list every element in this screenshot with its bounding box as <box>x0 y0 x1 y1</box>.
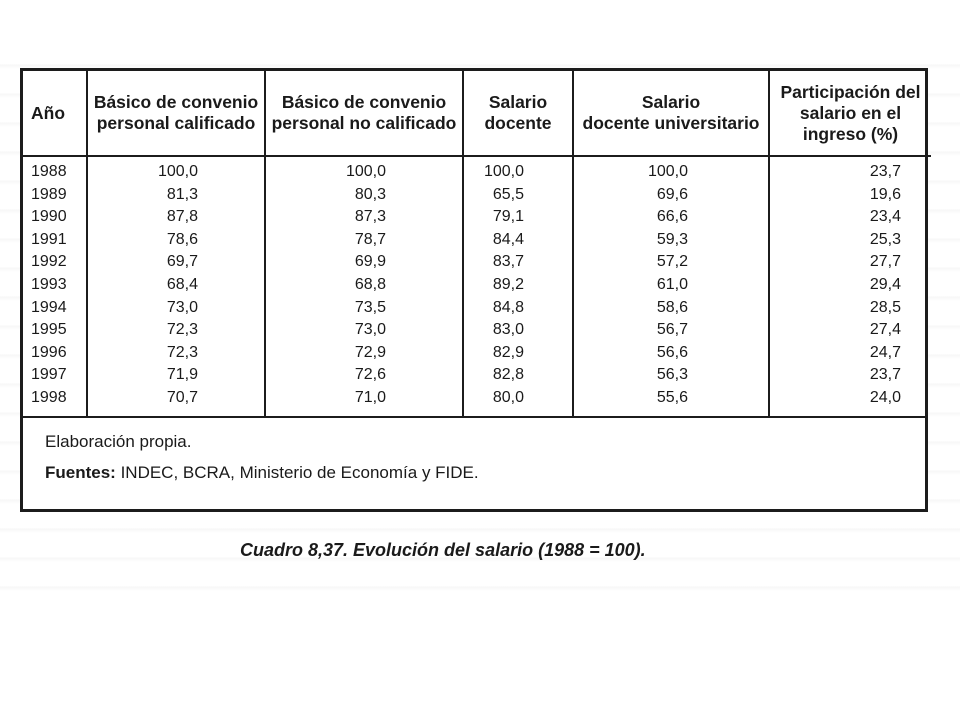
cell-university-teacher-salary: 58,6 <box>572 296 769 320</box>
sources-text: INDEC, BCRA, Ministerio de Economía y FI… <box>115 462 479 482</box>
table-header-row: Año Básico de convenio personal calificado… <box>23 71 931 157</box>
cell-basic-unqualified: 73,0 <box>264 319 463 342</box>
table-row: 1997 71,9 72,6 82,8 56,3 23,7 <box>23 364 931 387</box>
cell-basic-unqualified: 78,7 <box>264 228 463 252</box>
column-header-year: Año <box>23 71 87 157</box>
column-header-university-teacher-salary: Salario docente universitario <box>572 71 769 157</box>
cell-wage-share: 28,5 <box>768 296 931 320</box>
table-row: 1988 100,0 100,0 100,0 100,0 23,7 <box>23 156 931 184</box>
table-body: 1988 100,0 100,0 100,0 100,0 23,7 1989 81,3 80,3… <box>23 156 931 416</box>
cell-basic-unqualified: 68,8 <box>264 273 463 297</box>
cell-basic-qualified: 100,0 <box>86 156 265 184</box>
cell-teacher-salary: 83,7 <box>462 251 573 274</box>
cell-teacher-salary: 100,0 <box>462 156 573 184</box>
cell-basic-unqualified: 69,9 <box>264 251 463 274</box>
cell-teacher-salary: 84,8 <box>462 296 573 320</box>
table-row: 1990 87,8 87,3 79,1 66,6 23,4 <box>23 206 931 229</box>
table-row: 1995 72,3 73,0 83,0 56,7 27,4 <box>23 319 931 342</box>
cell-basic-qualified: 70,7 <box>86 386 265 416</box>
cell-basic-qualified: 71,9 <box>86 364 265 387</box>
cell-year: 1998 <box>31 388 67 406</box>
cell-teacher-salary: 65,5 <box>462 183 573 207</box>
cell-year: 1996 <box>31 343 67 361</box>
column-header-teacher-salary: Salario docente <box>462 71 573 157</box>
cell-basic-unqualified: 72,6 <box>264 364 463 387</box>
table-row: 1992 69,7 69,9 83,7 57,2 27,7 <box>23 251 931 274</box>
cell-basic-unqualified: 71,0 <box>264 386 463 416</box>
cell-basic-unqualified: 100,0 <box>264 156 463 184</box>
cell-basic-qualified: 87,8 <box>86 206 265 229</box>
cell-wage-share: 23,4 <box>768 206 931 229</box>
cell-year: 1995 <box>31 321 67 339</box>
column-header-basic-qualified: Básico de convenio personal calificado <box>86 71 265 157</box>
cell-basic-unqualified: 72,9 <box>264 341 463 365</box>
cell-wage-share: 25,3 <box>768 228 931 252</box>
table-notes: Elaboración propia. Fuentes: INDEC, BCRA… <box>23 415 925 488</box>
cell-basic-qualified: 72,3 <box>86 341 265 365</box>
cell-year: 1991 <box>31 230 67 248</box>
cell-teacher-salary: 84,4 <box>462 228 573 252</box>
cell-university-teacher-salary: 69,6 <box>572 183 769 207</box>
cell-university-teacher-salary: 56,7 <box>572 319 769 342</box>
cell-teacher-salary: 79,1 <box>462 206 573 229</box>
sources-note: Fuentes: INDEC, BCRA, Ministerio de Econ… <box>45 457 925 488</box>
cell-year: 1993 <box>31 275 67 293</box>
cell-basic-qualified: 68,4 <box>86 273 265 297</box>
cell-basic-qualified: 78,6 <box>86 228 265 252</box>
cell-university-teacher-salary: 66,6 <box>572 206 769 229</box>
cell-teacher-salary: 83,0 <box>462 319 573 342</box>
cell-teacher-salary: 80,0 <box>462 386 573 416</box>
cell-basic-unqualified: 87,3 <box>264 206 463 229</box>
table-row: 1994 73,0 73,5 84,8 58,6 28,5 <box>23 296 931 320</box>
table-row: 1991 78,6 78,7 84,4 59,3 25,3 <box>23 228 931 252</box>
table-caption: Cuadro 8,37. Evolución del salario (1988… <box>240 540 646 560</box>
table-row: 1993 68,4 68,8 89,2 61,0 29,4 <box>23 273 931 297</box>
column-header-basic-unqualified: Básico de convenio personal no calificado <box>264 71 463 157</box>
cell-university-teacher-salary: 100,0 <box>572 156 769 184</box>
cell-wage-share: 23,7 <box>768 156 931 184</box>
cell-university-teacher-salary: 56,3 <box>572 364 769 387</box>
cell-teacher-salary: 89,2 <box>462 273 573 297</box>
cell-wage-share: 24,7 <box>768 341 931 365</box>
table-row: 1989 81,3 80,3 65,5 69,6 19,6 <box>23 183 931 207</box>
cell-wage-share: 27,7 <box>768 251 931 274</box>
salary-table-frame: Año Básico de convenio personal calificado… <box>20 68 931 512</box>
cell-university-teacher-salary: 61,0 <box>572 273 769 297</box>
cell-year: 1992 <box>31 253 67 271</box>
cell-year: 1990 <box>31 208 67 226</box>
cell-basic-qualified: 81,3 <box>86 183 265 207</box>
cell-basic-qualified: 72,3 <box>86 319 265 342</box>
cell-teacher-salary: 82,9 <box>462 341 573 365</box>
cell-teacher-salary: 82,8 <box>462 364 573 387</box>
column-header-wage-share: Participación del salario en el ingreso (%… <box>768 71 931 157</box>
table-row: 1996 72,3 72,9 82,9 56,6 24,7 <box>23 341 931 365</box>
cell-basic-unqualified: 73,5 <box>264 296 463 320</box>
cell-university-teacher-salary: 57,2 <box>572 251 769 274</box>
cell-year: 1997 <box>31 366 67 384</box>
sources-label: Fuentes: <box>45 462 116 482</box>
cell-wage-share: 27,4 <box>768 319 931 342</box>
cell-university-teacher-salary: 56,6 <box>572 341 769 365</box>
cell-year: 1988 <box>31 163 67 180</box>
cell-year: 1994 <box>31 298 67 316</box>
cell-university-teacher-salary: 59,3 <box>572 228 769 252</box>
cell-wage-share: 19,6 <box>768 183 931 207</box>
cell-wage-share: 24,0 <box>768 386 931 416</box>
cell-basic-qualified: 69,7 <box>86 251 265 274</box>
cell-basic-qualified: 73,0 <box>86 296 265 320</box>
cell-basic-unqualified: 80,3 <box>264 183 463 207</box>
table-row: 1998 70,7 71,0 80,0 55,6 24,0 <box>23 386 931 416</box>
cell-year: 1989 <box>31 185 67 203</box>
salary-table: Año Básico de convenio personal calificado… <box>23 71 931 416</box>
elaboration-note: Elaboración propia. <box>45 431 192 451</box>
cell-wage-share: 23,7 <box>768 364 931 387</box>
cell-university-teacher-salary: 55,6 <box>572 386 769 416</box>
cell-wage-share: 29,4 <box>768 273 931 297</box>
